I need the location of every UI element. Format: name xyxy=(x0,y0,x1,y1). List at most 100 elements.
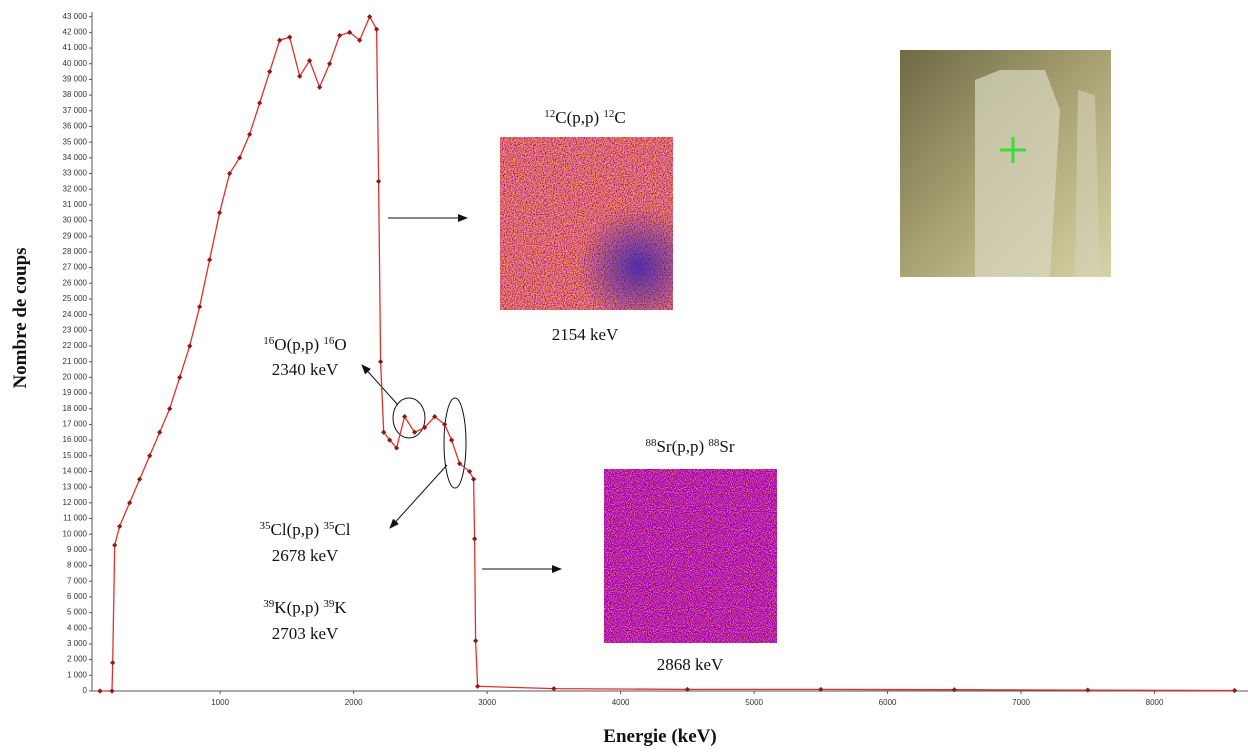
data-point xyxy=(422,424,428,431)
data-point xyxy=(187,343,193,349)
data-point xyxy=(442,421,448,428)
annotation-label: 35Cl(p,p) 35Cl xyxy=(260,520,351,539)
data-point xyxy=(412,429,418,435)
x-tick-label: 2000 xyxy=(345,698,363,707)
spectrum-line xyxy=(100,15,1235,692)
data-point xyxy=(432,413,438,420)
annotation-label: 88Sr(p,p) 88Sr xyxy=(645,437,734,456)
y-tick-label: 18 000 xyxy=(63,404,88,413)
data-point xyxy=(818,686,824,693)
annotation-label: 16O(p,p) 16O xyxy=(263,335,346,354)
data-point xyxy=(551,686,557,692)
reaction-text: O xyxy=(334,335,346,354)
reaction-text: Sr xyxy=(719,437,734,456)
y-tick-label: 5 000 xyxy=(67,608,88,617)
data-point xyxy=(196,304,203,310)
reaction-text: C xyxy=(614,108,625,127)
y-tick-label: 17 000 xyxy=(63,420,88,429)
reaction-text: Cl(p,p) xyxy=(271,520,324,539)
y-tick-label: 25 000 xyxy=(63,294,88,303)
annotation-label: 12C(p,p) 12C xyxy=(544,108,626,127)
map-image-shade xyxy=(500,137,673,310)
y-tick-label: 36 000 xyxy=(63,122,88,131)
photo xyxy=(900,50,1111,277)
map-image xyxy=(604,469,777,643)
reaction-text: C(p,p) xyxy=(555,108,603,127)
x-axis-title: Energie (keV) xyxy=(603,726,716,747)
y-tick-label: 14 000 xyxy=(63,467,88,476)
y-tick-label: 20 000 xyxy=(63,372,88,381)
data-point xyxy=(97,688,103,694)
y-tick-label: 8 000 xyxy=(67,561,88,570)
y-tick-label: 38 000 xyxy=(63,90,88,99)
reaction-text: K xyxy=(334,598,347,617)
y-tick-label: 16 000 xyxy=(63,435,88,444)
data-point xyxy=(137,476,143,482)
data-point xyxy=(457,461,463,467)
y-tick-label: 11 000 xyxy=(63,514,87,523)
data-point xyxy=(112,542,118,548)
mass-number: 39 xyxy=(263,598,275,610)
y-tick-label: 15 000 xyxy=(63,451,88,460)
y-tick-label: 3 000 xyxy=(67,639,88,648)
annotation-energy: 2154 keV xyxy=(552,325,619,344)
y-tick-label: 32 000 xyxy=(63,184,88,193)
data-point xyxy=(1232,687,1238,694)
data-point xyxy=(157,429,163,435)
mass-number: 88 xyxy=(708,437,720,449)
y-tick-label: 9 000 xyxy=(67,545,88,554)
data-point xyxy=(473,638,479,644)
reaction-text: Sr(p,p) xyxy=(656,437,708,456)
data-point xyxy=(277,37,283,43)
data-point xyxy=(402,413,408,420)
data-point xyxy=(207,257,213,263)
data-point xyxy=(237,155,243,161)
data-point xyxy=(394,445,400,451)
y-tick-label: 23 000 xyxy=(63,325,88,334)
y-tick-label: 41 000 xyxy=(63,43,88,52)
mass-number: 16 xyxy=(263,335,275,347)
data-point xyxy=(316,84,323,90)
data-point xyxy=(306,58,313,64)
data-point xyxy=(257,100,263,106)
y-tick-label: 24 000 xyxy=(63,310,88,319)
y-tick-label: 21 000 xyxy=(63,357,88,366)
x-tick-label: 1000 xyxy=(211,698,229,707)
data-point xyxy=(684,686,690,693)
data-point xyxy=(109,688,115,694)
arrow xyxy=(389,464,448,529)
data-point xyxy=(337,32,343,39)
data-point xyxy=(127,500,133,506)
y-tick-label: 7 000 xyxy=(67,576,88,585)
x-tick-label: 5000 xyxy=(745,698,763,707)
annotation-energy: 2340 keV xyxy=(272,360,339,379)
x-tick-label: 6000 xyxy=(879,698,897,707)
mass-number: 12 xyxy=(544,108,555,120)
annotation-energy: 2703 keV xyxy=(272,624,339,643)
highlight-ellipse xyxy=(392,397,426,439)
data-point xyxy=(267,68,273,75)
data-point xyxy=(375,178,382,184)
y-tick-label: 33 000 xyxy=(63,169,88,178)
data-point xyxy=(110,660,116,666)
reaction-text: Cl xyxy=(334,520,350,539)
data-point xyxy=(951,687,957,693)
y-tick-label: 35 000 xyxy=(63,137,88,146)
x-tick-label: 8000 xyxy=(1146,698,1164,707)
y-tick-label: 1 000 xyxy=(67,670,88,679)
x-tick-label: 3000 xyxy=(478,698,496,707)
data-point xyxy=(467,468,473,475)
mass-number: 35 xyxy=(323,520,335,532)
y-tick-label: 12 000 xyxy=(63,498,88,507)
y-tick-label: 39 000 xyxy=(63,75,88,84)
data-point xyxy=(147,453,153,459)
data-point xyxy=(367,14,373,20)
data-point xyxy=(471,476,477,482)
y-tick-label: 28 000 xyxy=(63,247,88,256)
annotation-label: 39K(p,p) 39K xyxy=(263,598,347,617)
y-tick-label: 22 000 xyxy=(63,341,88,350)
x-tick-label: 7000 xyxy=(1012,698,1030,707)
mass-number: 88 xyxy=(645,437,657,449)
data-point xyxy=(1085,687,1091,693)
